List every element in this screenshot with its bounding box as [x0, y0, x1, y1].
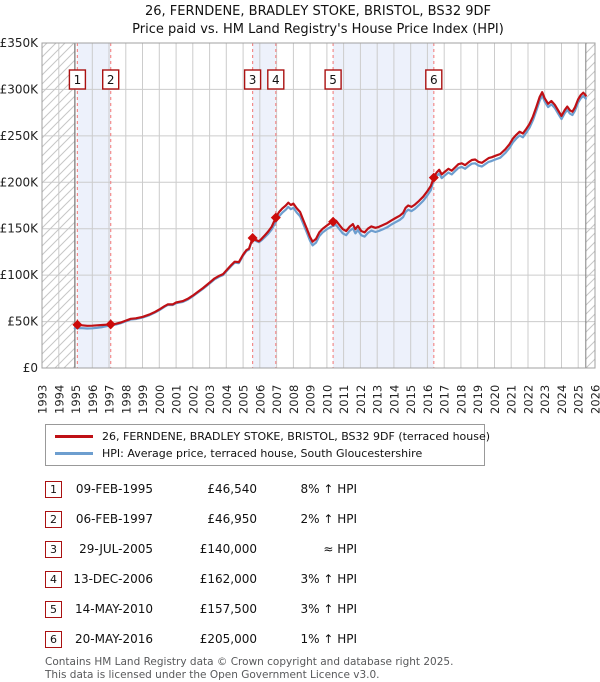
sale-number-label-6: 6: [430, 73, 438, 87]
x-tick-2002: 2002: [186, 385, 200, 414]
chart-title-line1: 26, FERNDENE, BRADLEY STOKE, BRISTOL, BS…: [145, 4, 491, 19]
x-tick-2015: 2015: [404, 385, 418, 414]
y-tick-150k: £150K: [0, 222, 39, 236]
x-tick-2019: 2019: [471, 385, 485, 414]
price-chart-area: 1 2 3 4 5 6 £0 £50K £100K £150K £200K £250K £300K £35…: [0, 0, 600, 420]
sale-date: 09-FEB-1995: [62, 482, 153, 496]
sale-price: £46,950: [153, 512, 257, 526]
ownership-band-1: [77, 43, 110, 368]
hpi-line-swatch: [55, 452, 93, 455]
sale-price: £162,000: [153, 572, 257, 586]
chart-title-line2: Price paid vs. HM Land Registry's House …: [132, 22, 504, 37]
x-tick-2013: 2013: [371, 385, 385, 414]
x-tick-1996: 1996: [86, 385, 100, 414]
no-data-hatch-2: [586, 43, 595, 368]
sale-price: £140,000: [153, 542, 257, 556]
sale-row-4: 4 13-DEC-2006 £162,000 3% ↑ HPI: [45, 564, 600, 594]
ownership-band-2: [253, 43, 276, 368]
sale-hpi-comparison: 1% ↑ HPI: [257, 632, 357, 646]
x-tick-2014: 2014: [387, 385, 401, 414]
x-tick-2008: 2008: [287, 385, 301, 414]
x-tick-2023: 2023: [538, 385, 552, 414]
x-tick-2000: 2000: [153, 385, 167, 414]
x-tick-2010: 2010: [320, 385, 334, 414]
x-tick-2020: 2020: [488, 385, 502, 414]
x-tick-1999: 1999: [136, 385, 150, 414]
sale-row-3: 3 29-JUL-2005 £140,000 ≈ HPI: [45, 534, 600, 564]
x-tick-1994: 1994: [52, 385, 66, 414]
sales-table: 1 09-FEB-1995 £46,540 8% ↑ HPI 2 06-FEB-…: [45, 474, 600, 654]
x-tick-2005: 2005: [237, 385, 251, 414]
y-tick-250k: £250K: [0, 129, 39, 143]
plot-background: [42, 43, 595, 368]
sale-row-1: 1 09-FEB-1995 £46,540 8% ↑ HPI: [45, 474, 600, 504]
no-data-hatch-1: [42, 43, 75, 368]
sale-hpi-comparison: ≈ HPI: [257, 542, 357, 556]
property-line-swatch: [55, 435, 93, 438]
sale-row-2: 2 06-FEB-1997 £46,950 2% ↑ HPI: [45, 504, 600, 534]
sale-row-number-badge-3: 3: [45, 541, 62, 558]
x-tick-2003: 2003: [203, 385, 217, 414]
sale-date: 20-MAY-2016: [62, 632, 153, 646]
sale-row-number-badge-4: 4: [45, 571, 62, 588]
x-tick-2026: 2026: [589, 385, 600, 414]
sale-hpi-comparison: 8% ↑ HPI: [257, 482, 357, 496]
sale-number-label-5: 5: [329, 73, 337, 87]
sale-row-6: 6 20-MAY-2016 £205,000 1% ↑ HPI: [45, 624, 600, 654]
sale-hpi-comparison: 3% ↑ HPI: [257, 572, 357, 586]
x-tick-2018: 2018: [454, 385, 468, 414]
sale-number-label-4: 4: [272, 73, 280, 87]
x-tick-2001: 2001: [170, 385, 184, 414]
x-tick-2021: 2021: [505, 385, 519, 414]
x-tick-2022: 2022: [522, 385, 536, 414]
sale-row-number-badge-6: 6: [45, 631, 62, 648]
sale-date: 13-DEC-2006: [62, 572, 153, 586]
x-tick-2009: 2009: [304, 385, 318, 414]
y-tick-350k: £350K: [0, 36, 39, 50]
sale-hpi-comparison: 3% ↑ HPI: [257, 602, 357, 616]
x-tick-2006: 2006: [253, 385, 267, 414]
y-tick-50k: £50K: [7, 315, 39, 329]
y-tick-100k: £100K: [0, 268, 39, 282]
legend-label-hpi: HPI: Average price, terraced house, Sout…: [102, 447, 422, 460]
footer: Contains HM Land Registry data © Crown c…: [45, 656, 600, 682]
y-tick-300k: £300K: [0, 82, 39, 96]
x-tick-2011: 2011: [337, 385, 351, 414]
sale-price: £157,500: [153, 602, 257, 616]
y-tick-0k: £0: [23, 361, 38, 375]
sale-price: £46,540: [153, 482, 257, 496]
sale-number-label-2: 2: [107, 73, 115, 87]
x-tick-1998: 1998: [119, 385, 133, 414]
price-chart: 1 2 3 4 5 6 £0 £50K £100K £150K £200K £250K £300K £35…: [0, 0, 600, 420]
x-tick-2017: 2017: [438, 385, 452, 414]
sale-date: 29-JUL-2005: [62, 542, 153, 556]
legend-label-property: 26, FERNDENE, BRADLEY STOKE, BRISTOL, BS…: [102, 430, 490, 443]
sale-row-number-badge-5: 5: [45, 601, 62, 618]
x-tick-2016: 2016: [421, 385, 435, 414]
sale-row-5: 5 14-MAY-2010 £157,500 3% ↑ HPI: [45, 594, 600, 624]
legend-row-property: 26, FERNDENE, BRADLEY STOKE, BRISTOL, BS…: [55, 428, 475, 445]
sale-hpi-comparison: 2% ↑ HPI: [257, 512, 357, 526]
sale-row-number-badge-1: 1: [45, 481, 62, 498]
x-tick-1993: 1993: [36, 385, 50, 414]
sale-price: £205,000: [153, 632, 257, 646]
footer-line1: Contains HM Land Registry data © Crown c…: [45, 656, 600, 669]
y-tick-200k: £200K: [0, 175, 39, 189]
x-tick-2012: 2012: [354, 385, 368, 414]
sale-date: 14-MAY-2010: [62, 602, 153, 616]
sale-row-number-badge-2: 2: [45, 511, 62, 528]
x-tick-1995: 1995: [69, 385, 83, 414]
x-tick-2004: 2004: [220, 385, 234, 414]
x-tick-2024: 2024: [555, 385, 569, 414]
sale-number-label-3: 3: [249, 73, 257, 87]
x-tick-1997: 1997: [103, 385, 117, 414]
x-tick-2025: 2025: [572, 385, 586, 414]
legend: 26, FERNDENE, BRADLEY STOKE, BRISTOL, BS…: [45, 424, 485, 466]
x-tick-2007: 2007: [270, 385, 284, 414]
sale-number-label-1: 1: [74, 73, 82, 87]
sale-date: 06-FEB-1997: [62, 512, 153, 526]
legend-row-hpi: HPI: Average price, terraced house, Sout…: [55, 445, 475, 462]
